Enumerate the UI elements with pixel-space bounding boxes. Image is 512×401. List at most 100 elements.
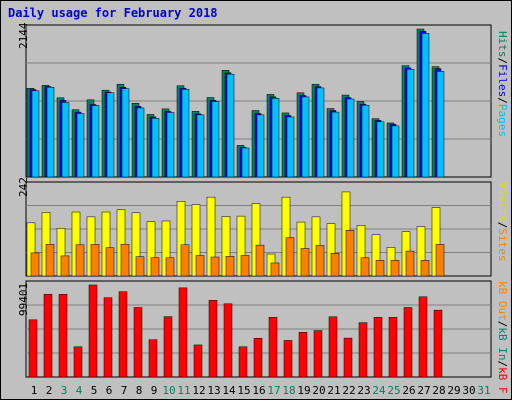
bar-pages: [226, 73, 235, 178]
legend-visits: Visits: [496, 182, 509, 222]
x-tick-label: 4: [76, 384, 83, 397]
bar-kb: [193, 344, 203, 378]
bar-pages: [421, 33, 430, 178]
legend-kb-in: kB In: [496, 327, 509, 361]
bar-sites: [165, 257, 175, 277]
bar-kb: [58, 293, 68, 378]
bar-sites: [390, 260, 400, 277]
bar-kb: [283, 340, 293, 378]
bar-pages: [436, 71, 445, 178]
bar-sites: [120, 244, 130, 277]
x-tick-label: 12: [192, 384, 205, 397]
bar-pages: [271, 98, 280, 178]
bar-pages: [316, 87, 325, 178]
bar-sites: [300, 248, 310, 277]
bar-sites: [255, 244, 265, 277]
x-tick-label: 5: [91, 384, 98, 397]
bar-sites: [315, 245, 325, 277]
bar-pages: [151, 118, 160, 178]
bar-kb: [118, 291, 128, 378]
x-tick-label: 24: [372, 384, 386, 397]
bar-sites: [150, 257, 160, 277]
bar-sites: [345, 230, 355, 277]
x-tick-label: 11: [177, 384, 190, 397]
bar-kb: [373, 317, 383, 378]
bar-pages: [76, 113, 85, 178]
bar-kb: [148, 339, 158, 378]
bar-kb: [163, 316, 173, 378]
bar-sites: [60, 255, 70, 277]
bar-sites: [420, 260, 430, 277]
bar-pages: [166, 112, 175, 178]
x-tick-label: 30: [462, 384, 475, 397]
bar-pages: [31, 90, 40, 178]
bar-sites: [180, 244, 190, 277]
legend-hits: Hits: [496, 31, 509, 58]
bar-kb: [253, 337, 263, 378]
x-tick-label: 19: [297, 384, 310, 397]
x-tick-label: 15: [237, 384, 250, 397]
bar-kb: [43, 293, 53, 378]
bar-kb: [238, 346, 248, 378]
legend-pages: Pages: [496, 103, 509, 137]
bar-sites: [90, 244, 100, 277]
bar-kb: [313, 330, 323, 378]
bar-pages: [331, 111, 340, 178]
x-tick-label: 18: [282, 384, 295, 397]
bar-kb: [208, 300, 218, 378]
x-tick-label: 31: [477, 384, 490, 397]
bar-sites: [75, 244, 85, 277]
bar-pages: [241, 147, 250, 178]
bar-kb: [133, 307, 143, 378]
bar-sites: [210, 256, 220, 277]
bar-kb: [88, 284, 98, 378]
bar-kb: [103, 297, 113, 378]
panel2-max-label: 242: [17, 177, 30, 197]
bar-kb: [178, 287, 188, 378]
bar-pages: [391, 125, 400, 178]
bar-sites: [225, 256, 235, 277]
bar-kb: [403, 307, 413, 378]
x-tick-label: 3: [61, 384, 68, 397]
x-tick-label: 13: [207, 384, 220, 397]
x-tick-label: 6: [106, 384, 113, 397]
legend-panel2: Visits/Sites: [496, 182, 509, 262]
x-tick-label: 17: [267, 384, 280, 397]
legend-sep: /: [496, 97, 509, 104]
x-tick-label: 26: [402, 384, 415, 397]
x-tick-label: 22: [342, 384, 355, 397]
x-tick-label: 20: [312, 384, 325, 397]
bar-kb: [433, 309, 443, 378]
bar-kb: [418, 296, 428, 378]
bar-pages: [46, 87, 55, 178]
bar-pages: [121, 88, 130, 178]
x-tick-label: 8: [136, 384, 143, 397]
bar-sites: [405, 250, 415, 277]
bar-kb: [298, 332, 308, 378]
panel3-max-label: 99401: [17, 282, 30, 316]
legend-kb-f: kB F: [496, 367, 509, 394]
bar-pages: [286, 116, 295, 178]
bar-sites: [375, 260, 385, 277]
bar-pages: [106, 92, 115, 178]
bar-pages: [136, 107, 145, 178]
bar-pages: [301, 96, 310, 178]
bar-kb: [388, 317, 398, 378]
bar-sites: [45, 244, 55, 277]
bar-pages: [61, 102, 70, 178]
chart-title: Daily usage for February 2018: [8, 6, 218, 20]
bar-pages: [406, 69, 415, 178]
legend-sites: Sites: [496, 228, 509, 262]
bar-sites: [435, 244, 445, 277]
bar-kb: [358, 322, 368, 378]
x-tick-label: 23: [357, 384, 370, 397]
bar-kb: [343, 337, 353, 378]
x-tick-label: 27: [417, 384, 430, 397]
legend-panel1: Hits/Files/Pages: [496, 31, 509, 137]
x-tick-label: 7: [121, 384, 128, 397]
bar-kb: [268, 317, 278, 378]
x-tick-label: 21: [327, 384, 340, 397]
bar-sites: [135, 256, 145, 277]
